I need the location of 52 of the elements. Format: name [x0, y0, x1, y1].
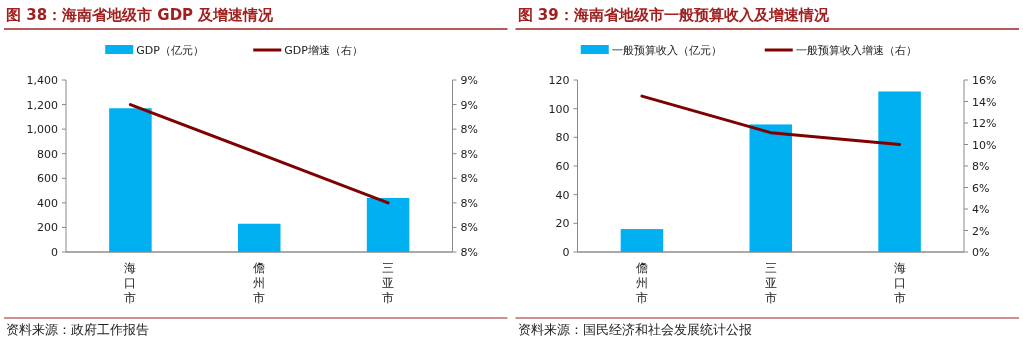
y-tick-label: 200	[37, 221, 58, 235]
y2-tick-label: 10%	[972, 138, 997, 152]
bar	[749, 124, 793, 252]
y-tick-label: 1,000	[26, 123, 58, 137]
x-tick-label: 海口市	[893, 261, 906, 305]
y-tick-label: 0	[562, 246, 570, 259]
y2-tick-label: 0%	[972, 246, 990, 259]
y2-tick-label: 14%	[972, 95, 997, 109]
legend-label: 一般预算收入（亿元）	[611, 44, 722, 57]
y-tick-label: 1,400	[26, 74, 58, 87]
x-tick-label: 三亚市	[764, 261, 777, 305]
y-tick-label: 60	[555, 160, 570, 173]
y-tick-label: 80	[555, 131, 570, 145]
bar	[366, 197, 410, 252]
y2-tick-label: 9%	[460, 74, 478, 87]
bar	[620, 229, 664, 252]
y-tick-label: 400	[37, 196, 58, 210]
y2-tick-label: 8%	[972, 160, 990, 173]
legend-label: 一般预算收入增速（右）	[795, 44, 917, 57]
y-tick-label: 0	[51, 246, 58, 259]
y-tick-label: 100	[548, 102, 570, 116]
y2-tick-label: 16%	[972, 74, 997, 87]
bar	[878, 91, 921, 252]
chart-title: 图 39：海南省地级市一般预算收入及增速情况	[517, 6, 830, 24]
y2-tick-label: 2%	[972, 224, 990, 238]
y2-tick-label: 8%	[460, 147, 478, 161]
y2-tick-label: 8%	[460, 172, 478, 186]
legend-label: GDP增速（右）	[284, 44, 363, 57]
y-tick-label: 20	[555, 217, 570, 231]
text: 资料来源：政府工作报告	[6, 322, 149, 337]
y2-tick-label: 8%	[460, 221, 478, 235]
legend-label: GDP（亿元）	[136, 44, 204, 57]
chart-title: 图 38：海南省地级市 GDP 及增速情况	[6, 6, 275, 24]
y-tick-label: 120	[548, 74, 570, 87]
x-tick-label: 海口市	[124, 261, 137, 305]
y2-tick-label: 4%	[972, 203, 990, 216]
x-tick-label: 三亚市	[382, 261, 395, 305]
y2-tick-label: 6%	[972, 181, 990, 195]
bar	[109, 108, 152, 252]
y2-tick-label: 8%	[460, 196, 478, 210]
x-tick-label: 儋州市	[253, 261, 266, 305]
y-tick-label: 40	[555, 188, 570, 202]
x-tick-label: 儋州市	[635, 261, 648, 305]
bar	[237, 223, 281, 252]
y2-tick-label: 9%	[460, 98, 478, 112]
y2-tick-label: 8%	[460, 246, 478, 259]
y2-tick-label: 8%	[460, 123, 478, 137]
text: 资料来源：国民经济和社会发展统计公报	[517, 322, 752, 337]
y2-tick-label: 12%	[972, 117, 997, 130]
y-tick-label: 600	[37, 172, 58, 186]
y-tick-label: 800	[37, 147, 58, 161]
y-tick-label: 1,200	[26, 98, 58, 112]
